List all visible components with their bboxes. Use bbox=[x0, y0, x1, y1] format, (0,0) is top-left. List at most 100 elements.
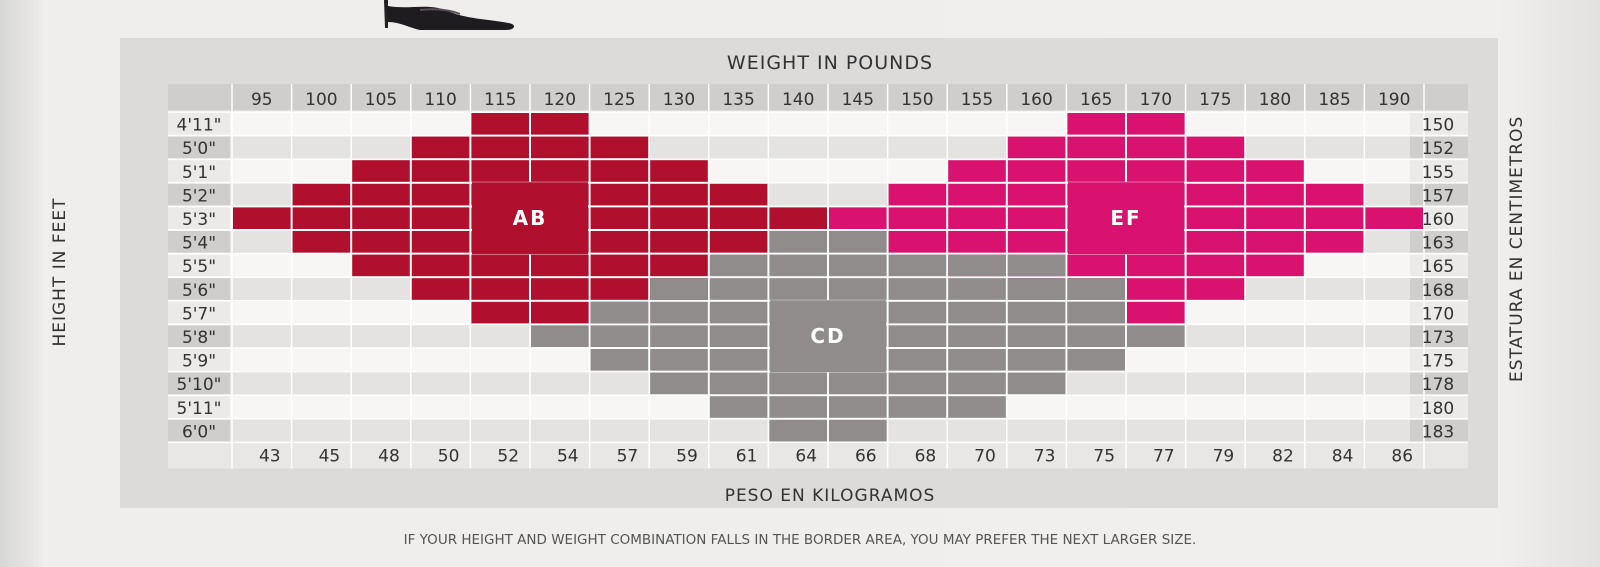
size-cell-cd bbox=[769, 231, 827, 253]
size-cell-ab bbox=[352, 183, 410, 206]
height-label-cell bbox=[168, 372, 230, 395]
weight-kg-label: 68 bbox=[915, 446, 937, 466]
size-cell-ef bbox=[948, 183, 1006, 206]
size-label-bg-ab bbox=[472, 182, 588, 255]
weight-kg-label: 59 bbox=[676, 446, 698, 466]
size-cell-ab bbox=[471, 301, 529, 324]
height-ft-label: 5'3" bbox=[182, 210, 216, 230]
height-cm-label: 165 bbox=[1422, 257, 1454, 277]
size-cell-cd bbox=[769, 278, 827, 300]
size-cell-cd bbox=[709, 254, 768, 277]
height-cm-label: 160 bbox=[1422, 210, 1454, 230]
size-cell-ab bbox=[292, 231, 351, 253]
weight-lb-label: 130 bbox=[663, 90, 695, 110]
size-cell-cd bbox=[829, 278, 887, 300]
size-cell-ab bbox=[531, 254, 589, 277]
size-cell-ef bbox=[948, 231, 1006, 253]
row-stripe bbox=[168, 112, 1468, 136]
size-cell-ab bbox=[650, 183, 708, 206]
size-cell-ab bbox=[471, 278, 529, 300]
size-cell-ef bbox=[1127, 160, 1185, 182]
size-cell-ab bbox=[352, 207, 410, 229]
size-cell-ef bbox=[1305, 207, 1364, 229]
size-cell-ab bbox=[292, 207, 351, 229]
weight-kg-label: 50 bbox=[438, 446, 460, 466]
height-ft-label: 5'2" bbox=[182, 186, 216, 206]
size-cell-ef bbox=[1127, 254, 1185, 277]
size-cell-ab bbox=[709, 231, 768, 253]
size-cell-ab bbox=[471, 160, 529, 182]
size-cell-cd bbox=[709, 372, 768, 395]
weight-lb-label: 190 bbox=[1378, 90, 1410, 110]
size-cell-ef bbox=[1186, 207, 1245, 229]
size-cell-ef bbox=[1067, 160, 1125, 182]
size-cell-ab bbox=[709, 183, 768, 206]
size-cell-cd bbox=[590, 325, 649, 347]
height-cm-label: 150 bbox=[1422, 116, 1454, 136]
size-cell-ab bbox=[292, 183, 351, 206]
height-cm-label: 155 bbox=[1422, 163, 1454, 183]
size-cell-cd bbox=[948, 396, 1006, 418]
size-cell-cd bbox=[769, 254, 827, 277]
height-label-cell bbox=[168, 278, 230, 300]
size-cell-cd bbox=[650, 372, 708, 395]
size-cell-ef bbox=[1246, 183, 1304, 206]
height-cm-label: 163 bbox=[1422, 234, 1454, 254]
size-cell-ef bbox=[1067, 254, 1125, 277]
weight-lb-label: 95 bbox=[251, 90, 273, 110]
weight-lb-label: 165 bbox=[1080, 90, 1112, 110]
size-cell-cd bbox=[829, 372, 887, 395]
height-label-cell bbox=[168, 207, 230, 229]
kg-footer-band bbox=[168, 442, 1468, 469]
size-cell-ab bbox=[590, 136, 649, 159]
size-cell-ab bbox=[411, 183, 470, 206]
size-cell-cd bbox=[948, 325, 1006, 347]
size-cell-cd bbox=[948, 254, 1006, 277]
size-cell-cd bbox=[650, 325, 708, 347]
size-cell-cd bbox=[590, 349, 649, 371]
weight-kg-label: 77 bbox=[1153, 446, 1175, 466]
weight-kg-label: 64 bbox=[795, 446, 817, 466]
weight-kg-label: 66 bbox=[855, 446, 877, 466]
size-cell-cd bbox=[650, 349, 708, 371]
size-cell-ab bbox=[590, 207, 649, 229]
size-cell-ef bbox=[1007, 207, 1066, 229]
weight-kg-label: 73 bbox=[1034, 446, 1056, 466]
weight-lb-label: 120 bbox=[544, 90, 576, 110]
height-ft-label: 5'11" bbox=[177, 399, 222, 419]
size-cell-ab bbox=[411, 207, 470, 229]
size-cell-cd bbox=[769, 372, 827, 395]
size-cell-ef bbox=[888, 207, 947, 229]
weight-lb-label: 145 bbox=[842, 90, 874, 110]
weight-kg-label: 57 bbox=[617, 446, 639, 466]
size-cell-ab bbox=[471, 254, 529, 277]
size-cell-ef bbox=[829, 207, 887, 229]
height-ft-label: 5'5" bbox=[182, 257, 216, 277]
size-cell-ef bbox=[1186, 254, 1245, 277]
size-cell-cd bbox=[709, 396, 768, 418]
size-cell-cd bbox=[709, 349, 768, 371]
size-cell-ab bbox=[411, 136, 470, 159]
size-cell-ab bbox=[352, 254, 410, 277]
weight-lb-label: 170 bbox=[1140, 90, 1172, 110]
size-cell-ab bbox=[531, 160, 589, 182]
size-cell-cd bbox=[1067, 301, 1125, 324]
weight-kg-label: 75 bbox=[1093, 446, 1115, 466]
weight-lb-label: 150 bbox=[901, 90, 933, 110]
height-cm-label: 180 bbox=[1422, 399, 1454, 419]
size-cell-ab bbox=[411, 231, 470, 253]
size-cell-ab bbox=[352, 231, 410, 253]
height-cm-label: 168 bbox=[1422, 281, 1454, 301]
size-cell-ef bbox=[1186, 183, 1245, 206]
size-cell-ab bbox=[411, 278, 470, 300]
size-cell-cd bbox=[1007, 278, 1066, 300]
size-cell-cd bbox=[829, 396, 887, 418]
size-cell-cd bbox=[888, 325, 947, 347]
size-cell-ab bbox=[709, 207, 768, 229]
size-cell-cd bbox=[709, 325, 768, 347]
weight-lb-label: 185 bbox=[1318, 90, 1350, 110]
weight-kg-label: 45 bbox=[319, 446, 341, 466]
weight-kg-label: 61 bbox=[736, 446, 758, 466]
size-cell-cd bbox=[590, 301, 649, 324]
